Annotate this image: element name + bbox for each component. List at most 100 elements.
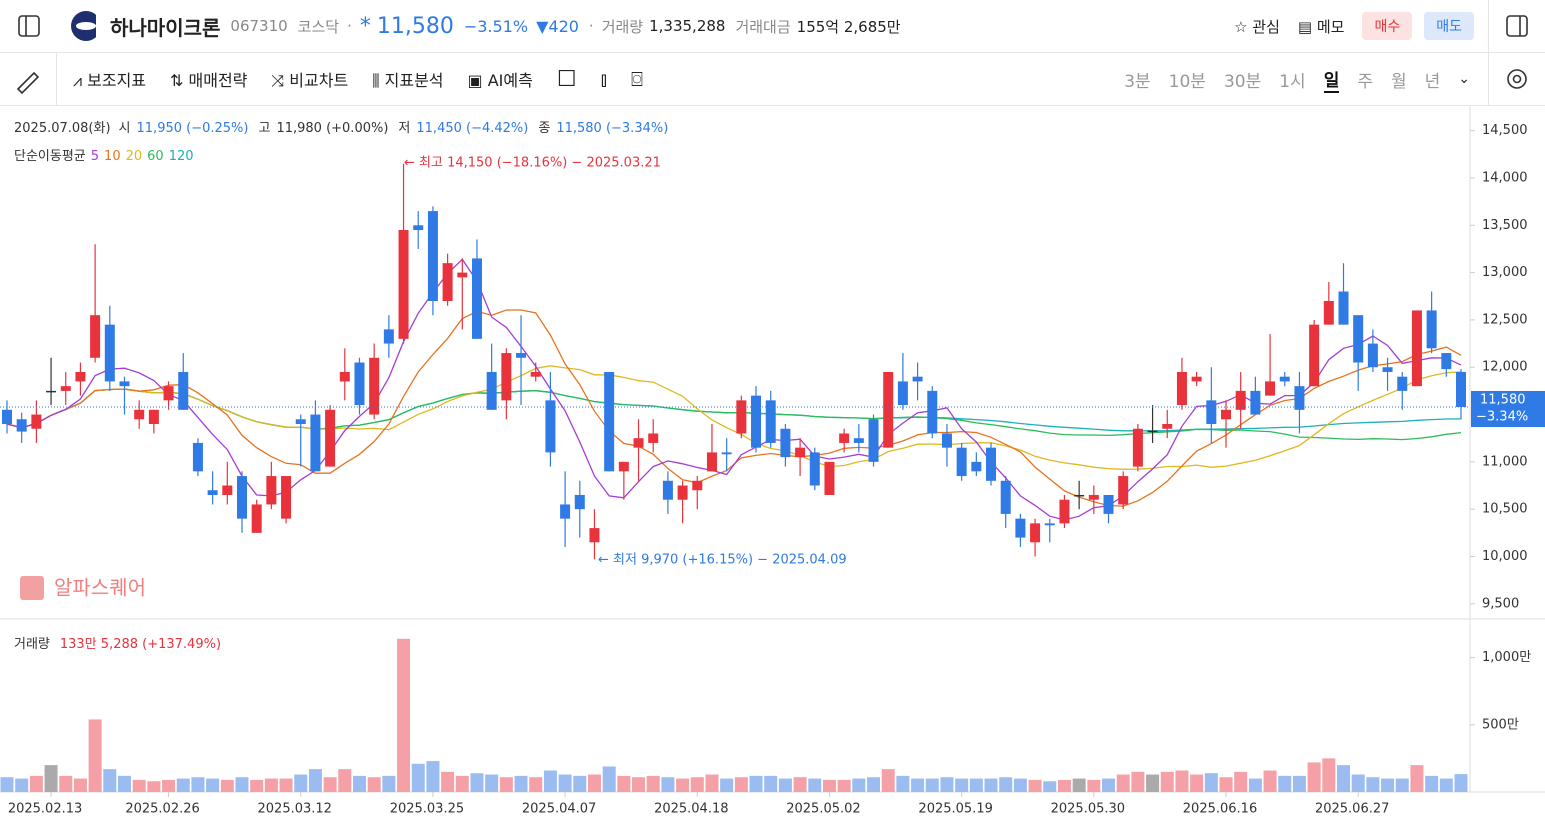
candle-body: [339, 371, 350, 382]
volume-bar: [764, 775, 778, 792]
candle-body: [839, 433, 850, 443]
x-tick-label: 2025.05.02: [786, 802, 860, 817]
box-icon[interactable]: ☐: [556, 66, 577, 92]
candle-body: [1456, 371, 1466, 407]
market: 코스닥: [297, 17, 340, 36]
candle-body: [1309, 324, 1320, 387]
timeframe[interactable]: 3분: [1124, 71, 1151, 92]
volume-bar: [1087, 779, 1101, 792]
volume-info: 거래량 133만 5,288 (+137.49%): [14, 637, 221, 652]
change: ▼420: [536, 16, 579, 36]
volume-bar: [1204, 773, 1218, 792]
info-part: 11,580 (−3.34%): [556, 121, 668, 136]
volume-bar: [1175, 770, 1189, 792]
candle-body: [530, 371, 541, 377]
sell-button[interactable]: 매도: [1424, 12, 1474, 40]
candle-body: [956, 447, 967, 477]
dropdown[interactable]: ⌄: [1458, 71, 1470, 87]
volume-bar: [264, 778, 278, 792]
volume-bar: [1439, 778, 1453, 792]
buy-button[interactable]: 매수: [1362, 12, 1413, 40]
timeframe[interactable]: 30분: [1223, 71, 1262, 92]
volume-bar: [911, 778, 925, 792]
candle-body: [560, 504, 571, 519]
volume-bar: [59, 775, 73, 792]
tool[interactable]: ⤨ 비교차트: [271, 71, 349, 90]
volume-bar: [822, 779, 836, 792]
panel-icon[interactable]: [1488, 0, 1545, 53]
candle-body: [765, 400, 776, 443]
volume-bar: [162, 779, 176, 792]
candle-body: [971, 461, 982, 472]
volume-bar: [925, 778, 939, 792]
volume-bar: [955, 778, 969, 792]
volume-bar: [1160, 771, 1174, 792]
volume-bar: [852, 778, 866, 792]
header: 하나마이크론 067310 코스닥 · * 11,580 −3.51% ▼420…: [0, 0, 1545, 53]
watch-label: 관심: [1252, 17, 1280, 36]
sidebar-icon[interactable]: [0, 0, 56, 53]
tool[interactable]: ⫼ 지표분석: [372, 71, 444, 90]
tool[interactable]: ⩘ 보조지표: [73, 71, 147, 90]
timeframe[interactable]: 일: [1323, 66, 1340, 93]
info-part: 저: [398, 121, 410, 136]
volume-bar: [397, 638, 411, 792]
volume-bar: [778, 778, 792, 792]
ma-period: 10: [104, 149, 121, 164]
last-price: 11,580: [1480, 392, 1526, 407]
volume-bar: [1278, 775, 1292, 792]
candle-body: [60, 386, 71, 391]
toolbar: ⩘ 보조지표 ⇅ 매매전략 ⤨ 비교차트 ⫼ 지표분석 ▣ AI예측 ☐ ⫾ ⌼…: [0, 52, 1545, 106]
draw-icon[interactable]: [0, 52, 57, 106]
candle-body: [633, 438, 644, 448]
settings-icon[interactable]: [1488, 52, 1545, 106]
candle-body: [1074, 494, 1085, 497]
candle-body: [986, 447, 997, 481]
timeframe[interactable]: 1시: [1279, 71, 1306, 92]
candle-body: [824, 461, 835, 495]
candle-icon[interactable]: ⫾: [600, 67, 607, 91]
timeframe[interactable]: 년: [1424, 71, 1441, 92]
info-part: 11,980 (+0.00%): [276, 121, 388, 136]
tool-label: 비교차트: [289, 71, 349, 90]
logo: [71, 10, 96, 41]
candle-body: [1323, 300, 1334, 325]
tool[interactable]: ▣ AI예측: [467, 71, 533, 90]
timeframe[interactable]: 10분: [1168, 71, 1206, 92]
candle-body: [134, 409, 145, 420]
tool-label: 매매전략: [188, 71, 248, 90]
candle-body: [398, 230, 409, 339]
volume-bar: [867, 777, 881, 792]
volume-bar: [1425, 775, 1439, 792]
camera-icon[interactable]: ⌼: [630, 67, 643, 91]
ma-period: 5: [91, 149, 99, 164]
candle-body: [648, 433, 659, 443]
candle-body: [1030, 523, 1041, 543]
volume-bar: [1454, 774, 1468, 792]
candle-body: [1206, 400, 1217, 425]
candle-body: [427, 211, 438, 301]
candle-body: [1235, 390, 1246, 410]
volume-bar: [382, 775, 396, 792]
volume-bar: [1102, 778, 1116, 792]
watch[interactable]: ☆ 관심: [1234, 17, 1280, 36]
candle-body: [736, 400, 747, 434]
candle-body: [1367, 343, 1378, 368]
candle-body: [868, 419, 879, 462]
candle-body: [251, 504, 262, 533]
volume-bar: [793, 777, 807, 792]
volume-tick-label: 1,000만: [1482, 650, 1531, 665]
candle-body: [677, 485, 688, 500]
tool[interactable]: ⇅ 매매전략: [170, 71, 248, 90]
candle-body: [16, 419, 27, 432]
candle-body: [1044, 523, 1055, 526]
timeframe[interactable]: 주: [1357, 71, 1373, 92]
volume-bar: [1248, 778, 1262, 792]
volume-bar: [632, 777, 646, 792]
memo[interactable]: ▤ 메모: [1297, 17, 1345, 36]
candle-body: [46, 390, 57, 393]
candle-body: [1411, 310, 1422, 387]
separator: ·: [588, 17, 594, 35]
timeframe[interactable]: 월: [1390, 71, 1407, 92]
volume-bar: [294, 774, 308, 792]
